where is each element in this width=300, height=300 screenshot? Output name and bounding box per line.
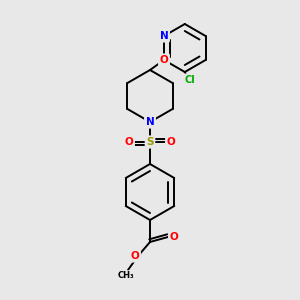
Text: S: S [146,137,154,147]
Text: O: O [124,137,134,147]
Text: O: O [130,251,140,261]
Text: N: N [160,31,168,41]
Text: O: O [169,232,178,242]
Text: Cl: Cl [184,75,195,85]
Text: O: O [167,137,176,147]
Text: O: O [160,55,168,65]
Text: CH₃: CH₃ [118,272,134,280]
Text: N: N [146,117,154,127]
